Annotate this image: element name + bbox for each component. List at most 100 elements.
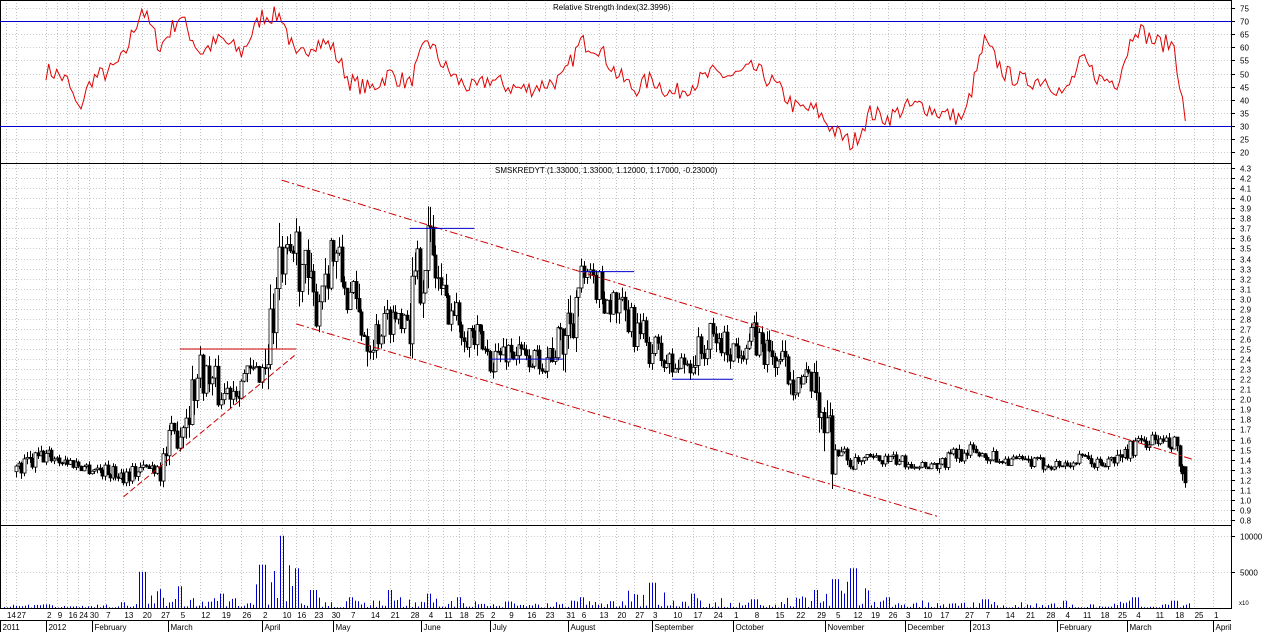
candle-body (620, 296, 625, 300)
candle-body (775, 360, 780, 368)
candle-body (351, 281, 356, 293)
candle-body (254, 366, 259, 369)
candle-body (65, 459, 70, 465)
y-tick-label: 25 (1240, 136, 1249, 145)
x-day-label: 16 (69, 611, 78, 620)
candle-body (760, 332, 765, 345)
candle-body (410, 275, 415, 345)
y-tick-label: 4.3 (1240, 165, 1252, 174)
x-month-label: May (336, 623, 351, 632)
candle-body (926, 466, 931, 470)
candle-body (563, 335, 568, 355)
y-tick-label: 0.9 (1240, 507, 1252, 516)
candle-body (388, 309, 393, 335)
x-day-label: 1 (1214, 611, 1219, 620)
candle-body (1038, 457, 1043, 460)
candle-body (888, 455, 893, 462)
candle-body (708, 323, 713, 350)
candle-body (326, 273, 331, 289)
candle-body (449, 310, 454, 325)
candle-body (216, 365, 221, 406)
candle-body (225, 387, 230, 394)
candle-body (948, 452, 953, 455)
candle-body (1133, 440, 1138, 456)
candle-body (36, 452, 41, 457)
candle-body (79, 465, 84, 472)
x-month-label: March (171, 623, 193, 632)
candle-body (334, 252, 339, 262)
x-day-label: 28 (411, 611, 420, 620)
x-day-label: 11 (444, 611, 453, 620)
x-day-label: 6 (582, 611, 587, 620)
candle-body (1144, 440, 1149, 448)
candle-body (277, 246, 282, 290)
candle-body (1172, 436, 1177, 450)
candle-body (788, 379, 793, 385)
candle-body (1032, 457, 1037, 467)
candle-body (1003, 458, 1008, 464)
candle-body (426, 225, 431, 271)
candle-body (1161, 438, 1166, 442)
candle-body (883, 455, 888, 465)
candle-body (266, 364, 271, 369)
x-day-label: 19 (871, 611, 880, 620)
candle-body (722, 331, 727, 354)
y-tick-label: 40 (1240, 97, 1249, 106)
x-day-label: 26 (889, 611, 898, 620)
x-day-label: 19 (222, 611, 231, 620)
x-day-label: 7 (351, 611, 356, 620)
y-tick-label: 4.1 (1240, 185, 1252, 194)
x-day-label: 5 (181, 611, 186, 620)
candle-body (342, 281, 347, 289)
candle-body (379, 335, 384, 345)
candle-body (767, 339, 772, 352)
candle-body (962, 452, 967, 462)
candle-body (368, 350, 373, 353)
candle-body (297, 231, 302, 292)
candle-body (100, 469, 105, 477)
candle-body (472, 330, 477, 346)
candle-body (801, 376, 806, 385)
candle-body (285, 243, 290, 249)
candle-body (1023, 458, 1028, 461)
candle-body (682, 357, 687, 365)
candle-body (480, 330, 485, 350)
x-day-label: 10 (283, 611, 292, 620)
candle-body (650, 352, 655, 364)
candle-body (997, 461, 1002, 463)
panel-frames (0, 0, 1232, 609)
rsi-y-axis: 20 25 30 35 40 45 50 55 60 65 70 75 (1231, 5, 1249, 158)
x-day-label: 4 (1136, 611, 1141, 620)
candle-body (30, 457, 35, 468)
candle-body (106, 464, 111, 476)
candle-body (1046, 465, 1051, 468)
candle-body (638, 322, 643, 335)
y-tick-label: 50 (1240, 71, 1249, 80)
candle-body (391, 311, 396, 335)
candle-body (402, 314, 407, 330)
candle-body (985, 457, 990, 461)
candle-body (623, 296, 628, 311)
candle-body (167, 429, 172, 457)
candle-body (345, 287, 350, 311)
y-tick-label: 65 (1240, 31, 1249, 40)
candle-body (673, 368, 678, 373)
y-tick-label: 3.5 (1240, 245, 1252, 254)
y-tick-label: 3.6 (1240, 235, 1252, 244)
y-tick-label: 1.1 (1240, 487, 1252, 496)
x-day-label: 2 (491, 611, 496, 620)
candle-body (283, 247, 288, 275)
candle-body (731, 343, 736, 362)
candle-body (1006, 458, 1011, 466)
candle-body (1106, 458, 1111, 467)
candle-body (231, 390, 236, 400)
candle-body (670, 353, 675, 373)
candle-body (213, 365, 218, 379)
candle-body (124, 471, 129, 484)
candle-body (725, 331, 730, 356)
candle-body (951, 448, 956, 455)
candle-body (1125, 449, 1130, 459)
x-day-label: 5 (836, 611, 841, 620)
candle-body (943, 458, 948, 468)
candle-body (920, 461, 925, 468)
